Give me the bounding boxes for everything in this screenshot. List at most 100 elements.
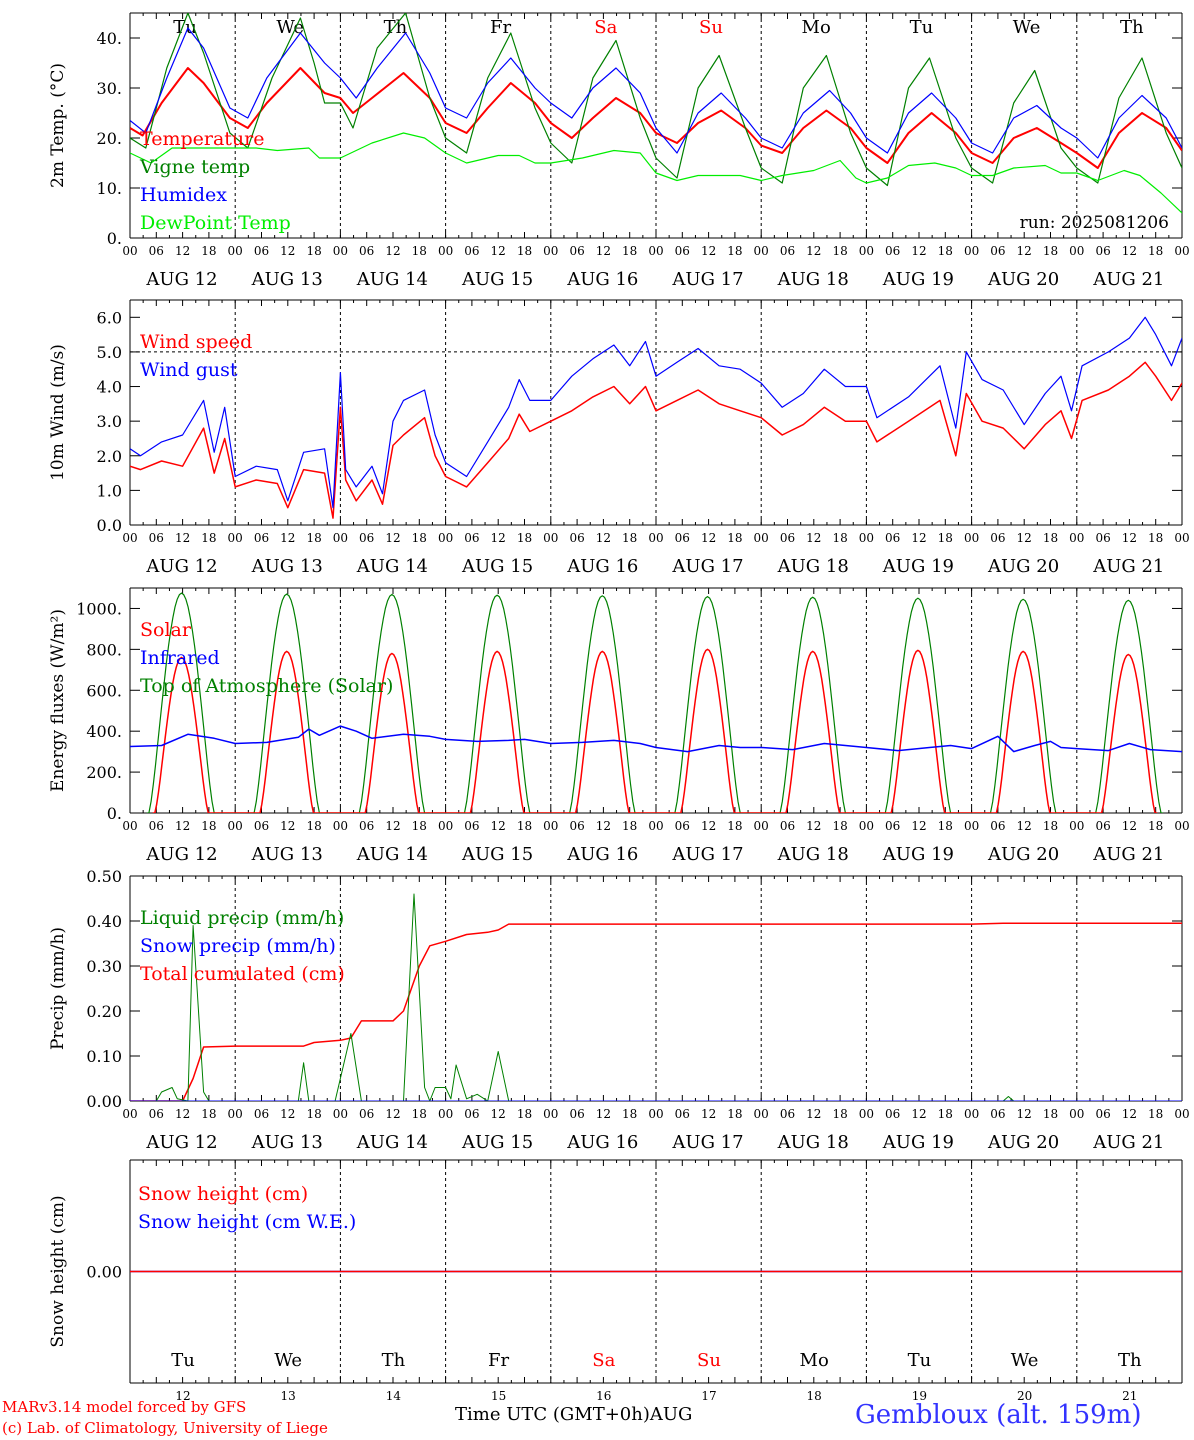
hour-tick-label: 06 (990, 244, 1005, 258)
day-of-week-label: Tu (908, 1350, 932, 1371)
date-label: AUG 19 (882, 844, 954, 865)
hour-tick-label: 00 (964, 819, 979, 833)
date-label: AUG 19 (882, 556, 954, 577)
hour-tick-label: 18 (622, 244, 637, 258)
series-solar (152, 648, 1158, 813)
legend-entry: Total cumulated (cm) (140, 963, 345, 985)
hour-tick-label: 12 (911, 819, 926, 833)
hour-tick-label: 18 (412, 531, 427, 545)
date-label: AUG 12 (145, 269, 217, 290)
hour-tick-label: 18 (517, 1107, 532, 1121)
hour-tick-label: 18 (1148, 819, 1163, 833)
hour-tick-label: 12 (1017, 244, 1032, 258)
hour-tick-label: 06 (464, 1107, 479, 1121)
hour-tick-label: 06 (780, 819, 795, 833)
hour-tick-label: 18 (517, 531, 532, 545)
legend-entry: Snow precip (mm/h) (140, 935, 336, 957)
hour-tick-label: 18 (412, 819, 427, 833)
hour-tick-label: 18 (832, 1107, 847, 1121)
legend-entry: Snow height (cm W.E.) (138, 1211, 356, 1233)
day-number-label: 21 (1122, 1389, 1137, 1403)
hour-tick-label: 00 (648, 531, 663, 545)
date-label: AUG 14 (356, 844, 428, 865)
y-tick-label: 0.00 (86, 1092, 122, 1111)
date-label: AUG 17 (671, 844, 743, 865)
date-label: AUG 21 (1092, 1132, 1164, 1153)
date-label: AUG 18 (777, 556, 849, 577)
date-label: AUG 15 (461, 1132, 533, 1153)
hour-tick-label: 12 (1017, 531, 1032, 545)
y-tick-label: 4.0 (97, 378, 122, 397)
day-number-label: 15 (491, 1389, 506, 1403)
hour-tick-label: 12 (385, 531, 400, 545)
date-label: AUG 17 (671, 1132, 743, 1153)
hour-tick-label: 00 (648, 819, 663, 833)
hour-tick-label: 00 (543, 531, 558, 545)
date-label: AUG 21 (1092, 269, 1164, 290)
day-of-week-label: Tu (171, 1350, 195, 1371)
hour-tick-label: 06 (464, 531, 479, 545)
hour-tick-label: 00 (754, 1107, 769, 1121)
date-label: AUG 20 (987, 269, 1059, 290)
hour-tick-label: 06 (990, 819, 1005, 833)
y-tick-label: 3.0 (97, 412, 122, 431)
hour-tick-label: 12 (806, 244, 821, 258)
series-wind-gust (130, 316, 1182, 509)
hour-tick-label: 18 (412, 1107, 427, 1121)
legend-entry: Top of Atmosphere (Solar) (140, 675, 393, 697)
credit-line-lab: (c) Lab. of Climatology, University of L… (2, 1419, 328, 1437)
data-layer (130, 592, 1182, 813)
y-axis-title: Precip (mm/h) (48, 927, 68, 1050)
hour-tick-label: 00 (333, 1107, 348, 1121)
date-label: AUG 13 (251, 556, 323, 577)
hour-tick-label: 06 (569, 244, 584, 258)
y-tick-label: 200. (86, 763, 122, 782)
data-layer (130, 13, 1182, 214)
hour-tick-label: 18 (622, 819, 637, 833)
hour-tick-label: 12 (175, 1107, 190, 1121)
date-label: AUG 13 (251, 269, 323, 290)
hour-tick-label: 18 (306, 819, 321, 833)
y-tick-label: 30. (97, 79, 122, 98)
hour-tick-label: 12 (280, 244, 295, 258)
hour-tick-label: 06 (149, 531, 164, 545)
hour-tick-label: 00 (1069, 1107, 1084, 1121)
hour-tick-label: 00 (228, 1107, 243, 1121)
hour-tick-label: 06 (254, 531, 269, 545)
hour-tick-label: 00 (122, 531, 137, 545)
day-number-label: 13 (281, 1389, 296, 1403)
day-of-week-label: Fr (488, 1350, 509, 1371)
hour-tick-label: 18 (622, 531, 637, 545)
hour-tick-label: 00 (1069, 244, 1084, 258)
day-of-week-label: Sa (592, 1350, 615, 1371)
hour-tick-label: 06 (885, 1107, 900, 1121)
hour-tick-label: 06 (359, 531, 374, 545)
hour-tick-label: 00 (543, 819, 558, 833)
y-tick-label: 0.30 (86, 957, 122, 976)
legend-entry: Infrared (140, 647, 220, 669)
date-label: AUG 15 (461, 844, 533, 865)
hour-tick-label: 00 (859, 1107, 874, 1121)
y-tick-label: 400. (86, 722, 122, 741)
date-label: AUG 14 (356, 269, 428, 290)
hour-tick-label: 18 (727, 819, 742, 833)
hour-tick-label: 18 (727, 531, 742, 545)
hour-tick-label: 06 (1095, 1107, 1110, 1121)
hour-tick-label: 06 (359, 1107, 374, 1121)
hour-tick-label: 06 (464, 819, 479, 833)
day-of-week-label: Th (382, 1350, 406, 1371)
hour-tick-label: 00 (964, 244, 979, 258)
hour-tick-label: 12 (806, 819, 821, 833)
date-label: AUG 16 (566, 269, 638, 290)
hour-tick-label: 00 (438, 1107, 453, 1121)
hour-tick-label: 18 (306, 531, 321, 545)
date-label: AUG 16 (566, 1132, 638, 1153)
hour-tick-label: 00 (754, 531, 769, 545)
hour-tick-label: 18 (517, 244, 532, 258)
hour-tick-label: 18 (1148, 1107, 1163, 1121)
hour-tick-label: 18 (938, 531, 953, 545)
hour-tick-label: 06 (780, 244, 795, 258)
date-label: AUG 18 (777, 844, 849, 865)
hour-tick-label: 12 (491, 531, 506, 545)
hour-tick-label: 06 (675, 244, 690, 258)
